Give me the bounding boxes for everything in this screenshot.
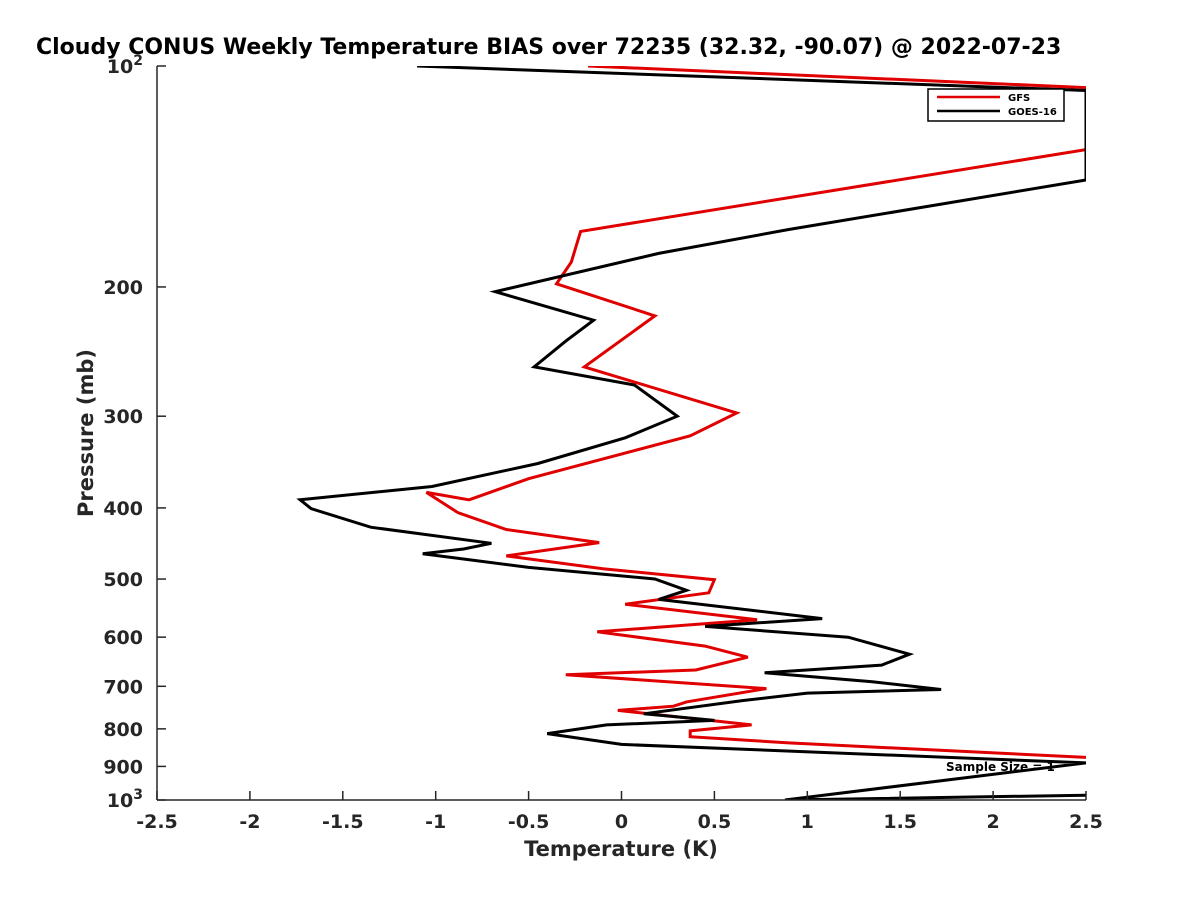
y-tick-label: 103	[107, 787, 143, 812]
x-tick-label: -2.5	[136, 811, 178, 833]
x-tick-label: -0.5	[508, 811, 550, 833]
y-tick-label: 200	[103, 277, 143, 299]
x-axis-label: Temperature (K)	[524, 837, 718, 861]
y-tick-label: 600	[103, 627, 143, 649]
x-tick-label: 2.5	[1069, 811, 1103, 833]
chart-title: Cloudy CONUS Weekly Temperature BIAS ove…	[36, 35, 1061, 60]
x-tick-label: 2	[986, 811, 999, 833]
y-tick-label: 400	[103, 498, 143, 520]
series-layer	[296, 66, 1086, 800]
y-tick-label: 500	[103, 569, 143, 591]
x-tick-label: -1	[425, 811, 446, 833]
series-line-gfs	[425, 66, 1086, 759]
axes: -2.5 -2 -1.5 -1 -0.5 0 0.5 1 1.5 2 2.5 102 200 300 400…	[103, 53, 1103, 833]
y-axis-label: Pressure (mb)	[74, 349, 98, 517]
x-tick-label: 0.5	[698, 811, 732, 833]
y-tick-label: 300	[103, 406, 143, 428]
legend: GFS GOES-16	[927, 88, 1065, 122]
y-tick-label: 900	[103, 756, 143, 778]
x-tick-label: 0	[615, 811, 628, 833]
y-tick-label: 102	[107, 53, 143, 78]
legend-label-goes16: GOES-16	[1008, 107, 1057, 118]
x-tick-label: -2	[239, 811, 260, 833]
x-tick-label: 1.5	[883, 811, 917, 833]
x-tick-label: 1	[801, 811, 814, 833]
y-tick-label: 800	[103, 719, 143, 741]
sample-size-annotation: Sample Size = 1	[946, 760, 1055, 774]
series-line-goes16	[296, 66, 1086, 800]
x-tick-label: -1.5	[322, 811, 364, 833]
y-tick-label: 700	[103, 676, 143, 698]
legend-box	[927, 88, 1065, 122]
legend-label-gfs: GFS	[1008, 93, 1030, 104]
